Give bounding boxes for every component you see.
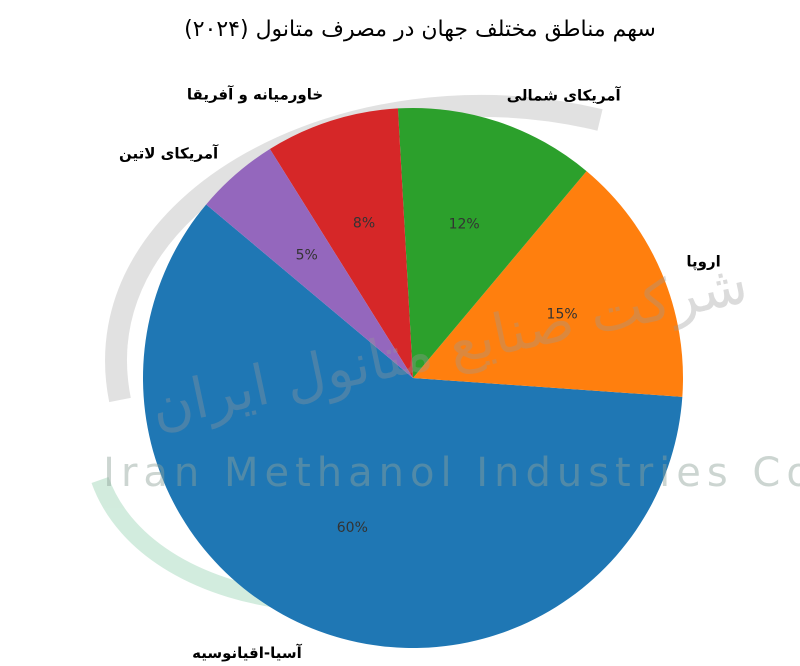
slice-label: اروپا bbox=[686, 252, 720, 271]
pie-slice bbox=[142, 204, 683, 649]
value-label: 60% bbox=[337, 520, 368, 536]
watermark-text: Iran Methanol Industries Co bbox=[103, 450, 800, 496]
value-label: 15% bbox=[547, 307, 578, 323]
pie-slice bbox=[397, 108, 587, 378]
value-label: 8% bbox=[353, 216, 375, 232]
slice-label: آمریکای لاتین bbox=[119, 144, 219, 162]
pie: 60% آسیا-اقیانوسیه 15% اروپا 12% آمریکای شمال… bbox=[119, 85, 721, 661]
slice-label: آسیا-اقیانوسیه bbox=[192, 644, 302, 662]
value-label: 12% bbox=[449, 216, 480, 232]
value-label: 5% bbox=[296, 248, 318, 264]
pie-slice bbox=[413, 171, 683, 397]
chart-title: سهم مناطق مختلف جهان در مصرف متانول (۲۰۲… bbox=[184, 17, 656, 42]
pie-slice bbox=[206, 149, 413, 378]
slice-label: خاورمیانه و آفریقا bbox=[187, 85, 323, 103]
pie-slice bbox=[269, 108, 413, 378]
slice-label: آمریکای شمالی bbox=[507, 87, 622, 105]
